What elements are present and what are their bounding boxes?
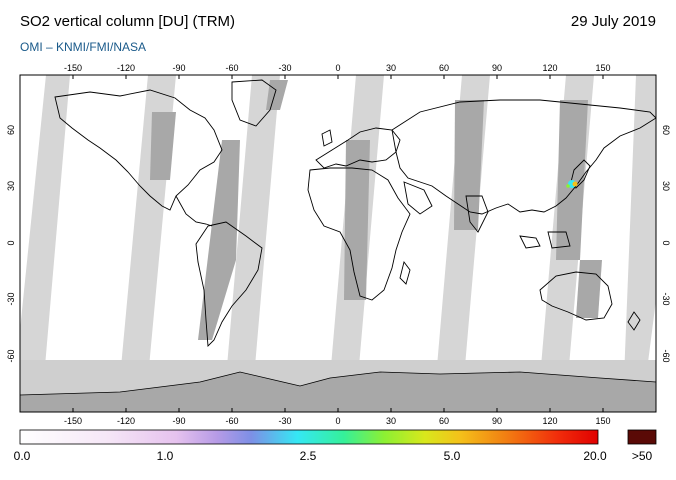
lat-label-right: 0 xyxy=(661,240,671,245)
lon-label-bottom: 30 xyxy=(386,416,396,426)
lon-label-bottom: -150 xyxy=(64,416,82,426)
lon-label-bottom: 60 xyxy=(439,416,449,426)
colorbar-label: 2.5 xyxy=(299,449,317,463)
lon-label-top: -60 xyxy=(225,63,238,73)
lon-label-top: -150 xyxy=(64,63,82,73)
lat-label-left: 60 xyxy=(6,125,16,135)
lat-label-right: -60 xyxy=(661,349,671,362)
lon-label-top: 120 xyxy=(542,63,557,73)
lon-label-top: -120 xyxy=(117,63,135,73)
colorbar-label: 1.0 xyxy=(156,449,174,463)
lon-label-bottom: -90 xyxy=(172,416,185,426)
lon-label-bottom: 90 xyxy=(492,416,502,426)
lon-label-top: 0 xyxy=(335,63,340,73)
lon-label-top: 30 xyxy=(386,63,396,73)
lon-label-bottom: -60 xyxy=(225,416,238,426)
lon-label-bottom: 120 xyxy=(542,416,557,426)
lon-label-top: 150 xyxy=(595,63,610,73)
lon-label-top: 90 xyxy=(492,63,502,73)
lon-label-bottom: -120 xyxy=(117,416,135,426)
lat-label-left: 0 xyxy=(6,240,16,245)
data-credit: OMI – KNMI/FMI/NASA xyxy=(20,40,147,54)
lat-label-left: 30 xyxy=(6,181,16,191)
lat-label-right: 30 xyxy=(661,181,671,191)
lon-label-bottom: 150 xyxy=(595,416,610,426)
lon-label-bottom: -30 xyxy=(278,416,291,426)
lon-label-bottom: 0 xyxy=(335,416,340,426)
colorbar-label: 5.0 xyxy=(443,449,461,463)
map-date: 29 July 2019 xyxy=(570,13,656,30)
antarctica xyxy=(20,371,656,412)
lat-label-right: 60 xyxy=(661,125,671,135)
colorbar-label: 20.0 xyxy=(583,449,607,463)
colorbar-label: 0.0 xyxy=(13,449,31,463)
lon-label-top: 60 xyxy=(439,63,449,73)
lat-label-left: -60 xyxy=(6,349,16,362)
map-title: SO2 vertical column [DU] (TRM) xyxy=(20,13,236,30)
so2-hotspot xyxy=(566,180,578,188)
colorbar-overflow-label: >50 xyxy=(631,449,653,463)
lon-label-top: -30 xyxy=(278,63,291,73)
lat-label-left: -30 xyxy=(6,292,16,305)
colorbar xyxy=(19,429,599,445)
colorbar-overflow xyxy=(627,429,657,445)
tick-marks xyxy=(72,75,604,412)
lon-label-top: -90 xyxy=(172,63,185,73)
lat-label-right: -30 xyxy=(661,292,671,305)
